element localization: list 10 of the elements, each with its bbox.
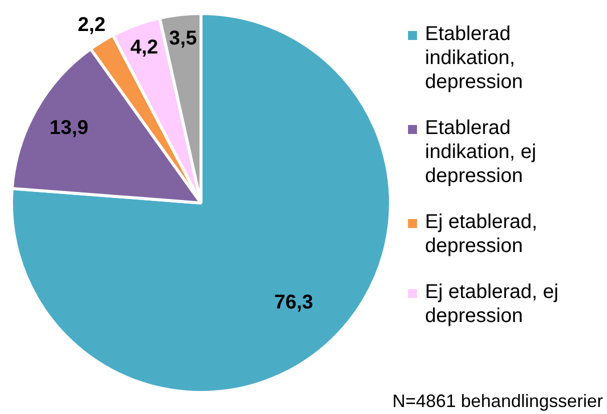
legend-label: Ej etablerad, depression: [425, 210, 538, 258]
legend-label: Etablerad indikation, ej depression: [425, 116, 538, 188]
data-label: 13,9: [49, 117, 88, 140]
data-label: 76,3: [274, 292, 314, 314]
data-label: 3,5: [169, 28, 197, 50]
legend-label: Etablerad indikation, depression: [425, 22, 524, 94]
text: N=4861 behandlingsserier: [392, 391, 603, 412]
data-label: 2,2: [78, 14, 106, 36]
data-label: 4,2: [130, 36, 158, 59]
legend-label: Ej etablerad, ej depression: [425, 280, 560, 328]
